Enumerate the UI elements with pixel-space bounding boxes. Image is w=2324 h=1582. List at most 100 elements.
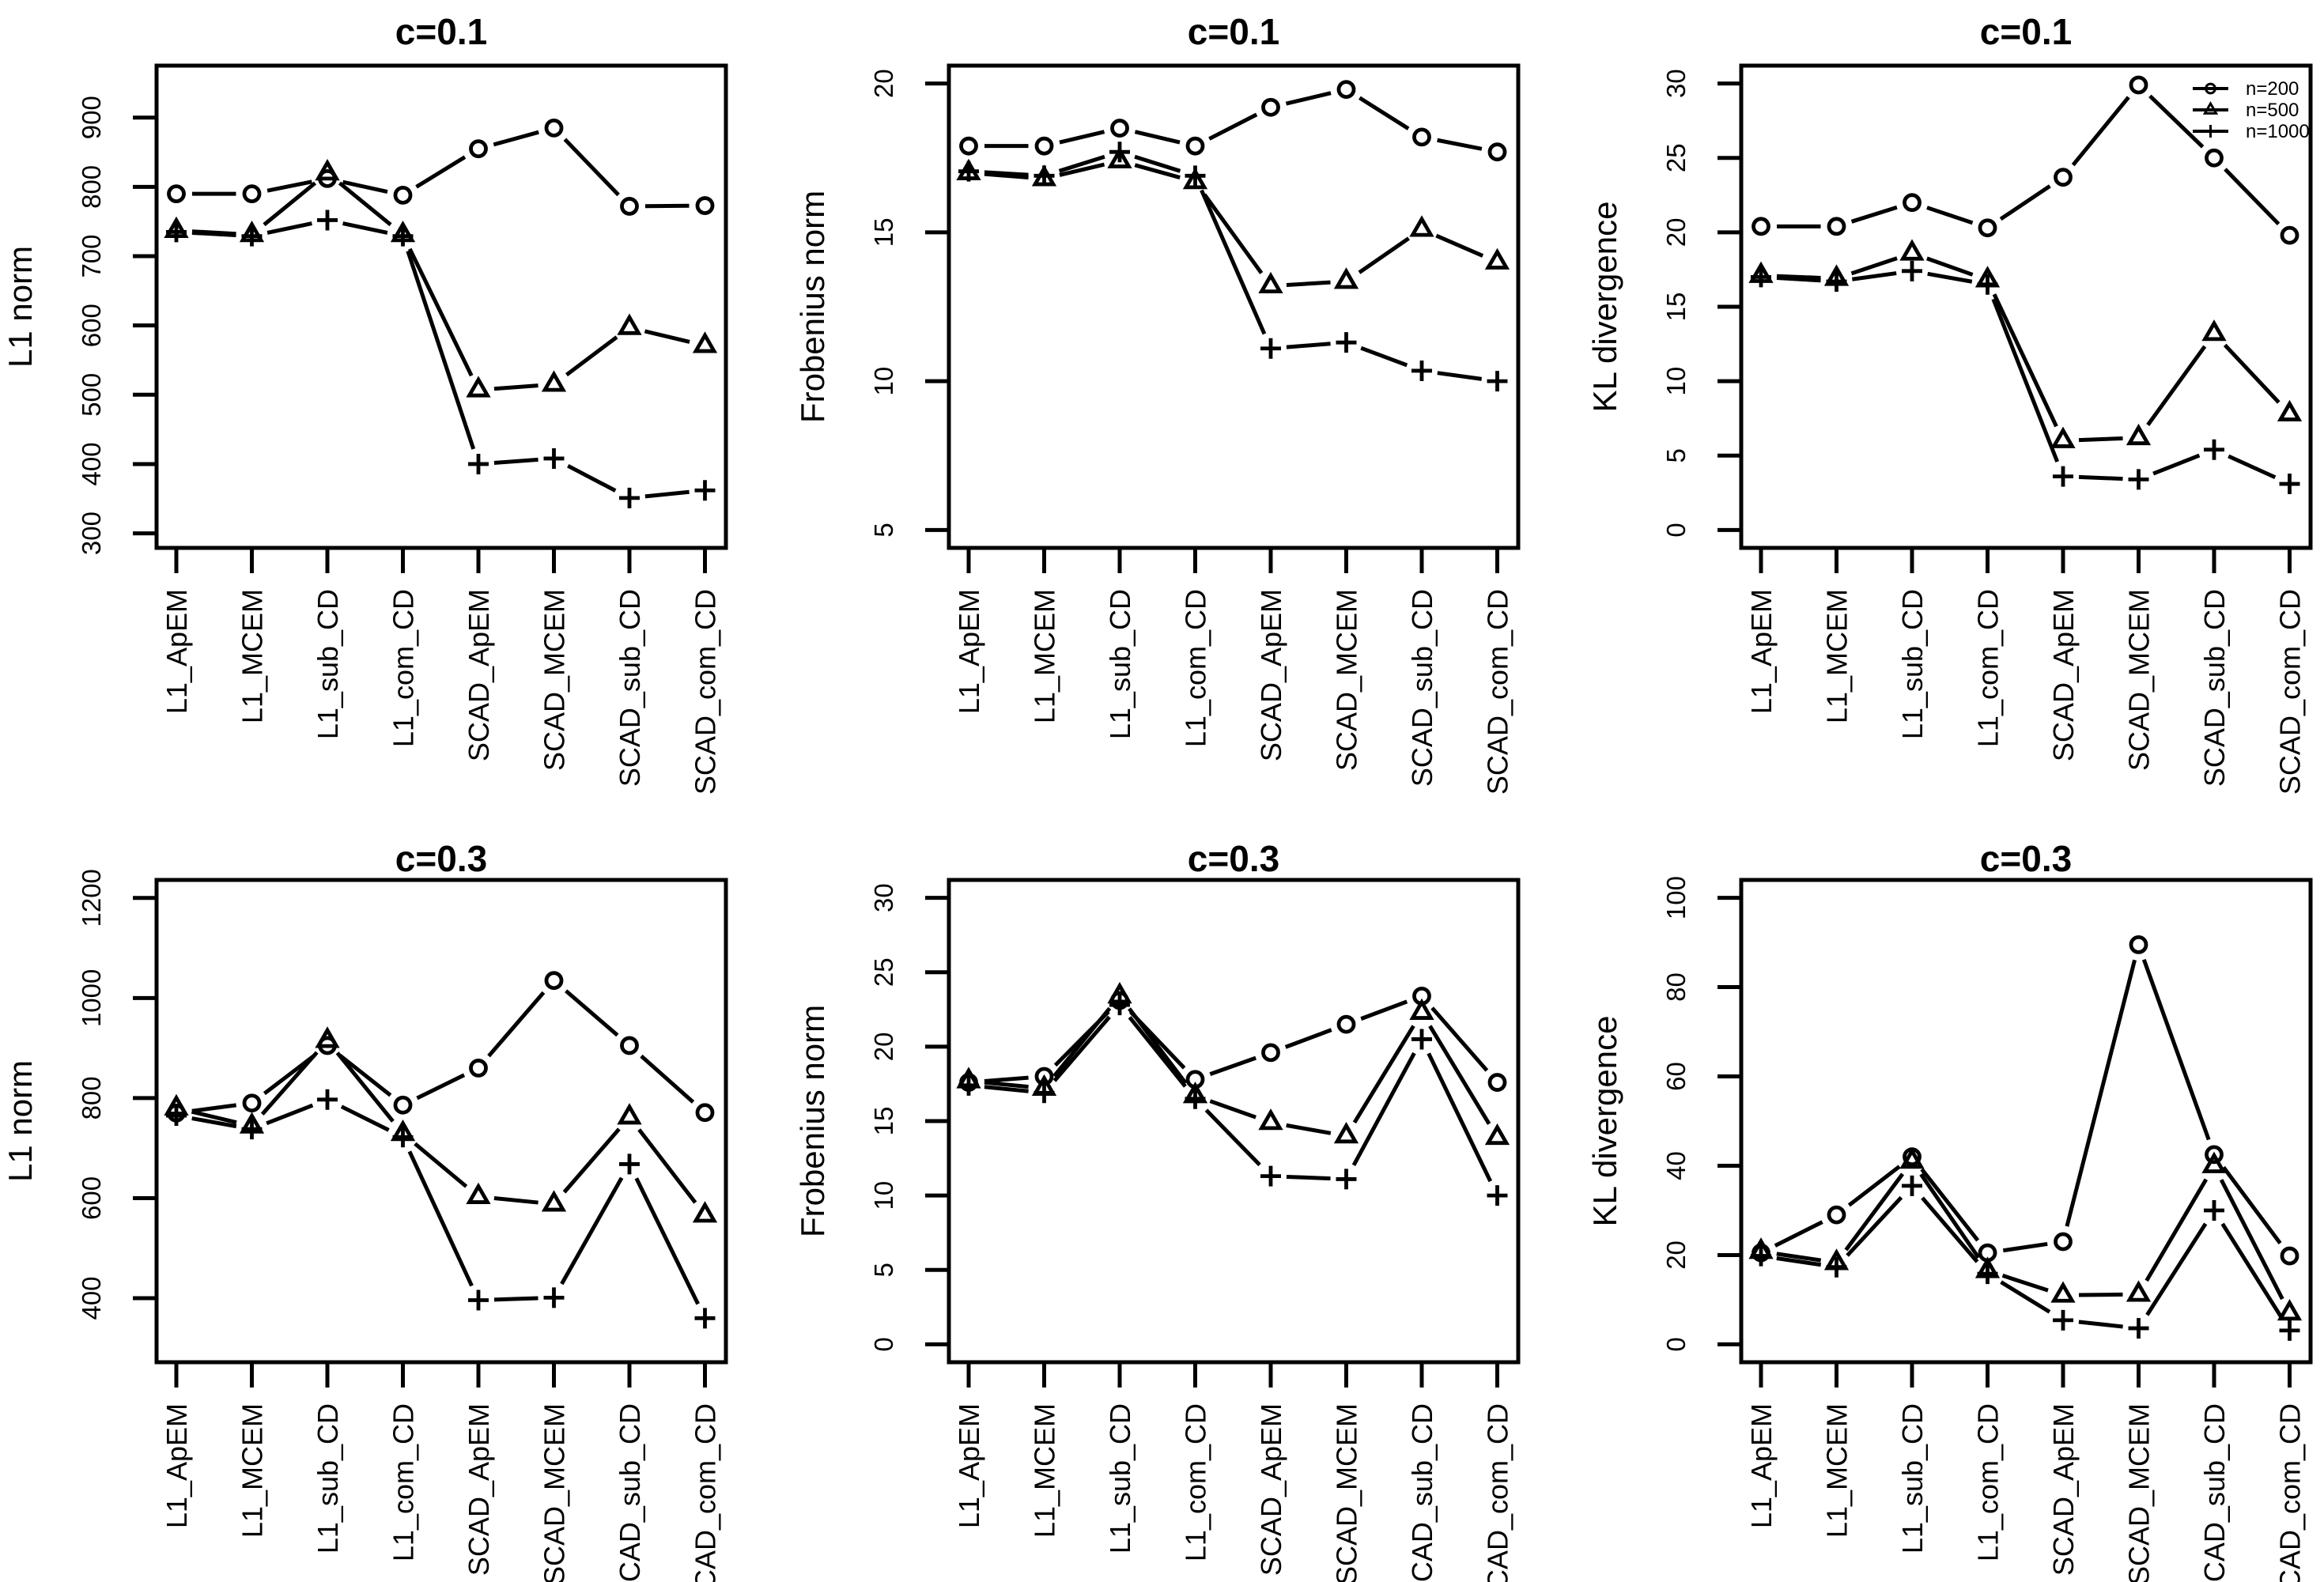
series-segment: [1286, 342, 1331, 349]
y-axis-label: L1 norm: [2, 246, 39, 368]
triangle-marker: [1409, 998, 1434, 1020]
panel-kl-divergence-c0.1: c=0.1 0 5 10 15 20 25 30 KL divergence L1_ApEM L1_…: [1586, 11, 2313, 795]
y-tick-label: 1200: [77, 869, 106, 927]
plus-marker: [2279, 1320, 2300, 1341]
y-tick-label: 20: [1661, 1240, 1691, 1270]
x-tick-label: L1_ApEM: [953, 589, 985, 714]
series-segment: [1437, 371, 1483, 381]
series-segment: [1926, 206, 1974, 225]
series-segment: [1844, 1172, 1905, 1252]
series-segment: [1919, 1172, 1981, 1259]
series-segment: [2141, 958, 2211, 1141]
triangle-marker: [1182, 168, 1208, 190]
y-tick-label: 300: [77, 512, 106, 555]
x-tick-label: L1_ApEM: [161, 1403, 193, 1528]
x-tick-label: L1_MCEM: [236, 589, 269, 723]
plus-marker: [1260, 338, 1281, 359]
series-segment: [1059, 162, 1105, 177]
panel-l1-norm-c0.1: c=0.1 300 400 500 600 700 800 900 L1 norm L1_ApEM…: [2, 11, 728, 795]
triangle-marker: [1899, 239, 1925, 261]
series-n200: [959, 80, 1507, 162]
series-segment: [984, 1080, 1029, 1089]
y-tick-label: 0: [1661, 1337, 1691, 1351]
series-segment: [1850, 256, 1898, 276]
y-tick-label: 700: [77, 234, 106, 278]
series-segment: [1921, 1196, 1979, 1263]
y-tick-label: 0: [869, 1337, 898, 1351]
plus-marker: [1336, 1169, 1357, 1190]
series-n500: [1748, 1147, 2303, 1321]
series-segment: [567, 463, 617, 493]
series-segment: [563, 138, 620, 197]
y-tick-label: 0: [1661, 523, 1691, 537]
series-segment: [338, 1053, 392, 1097]
series-segment: [1850, 205, 1898, 224]
circle-marker: [2205, 148, 2224, 168]
series-segment: [1058, 154, 1105, 173]
triangle-marker: [2126, 1280, 2152, 1302]
panel-title: c=0.1: [1188, 11, 1279, 52]
y-tick-label: 25: [1661, 143, 1691, 172]
series-segment: [2145, 1178, 2209, 1282]
circle-marker: [2280, 225, 2299, 245]
series-segment: [565, 335, 618, 377]
x-tick-label: L1_MCEM: [1029, 589, 1061, 723]
plus-marker: [392, 225, 414, 247]
plus-marker: [1977, 274, 1998, 295]
series-segment: [2071, 96, 2130, 167]
series-segment: [1134, 163, 1181, 179]
series-segment: [2078, 474, 2123, 481]
x-tick-label: L1_ApEM: [1745, 589, 1778, 714]
triangle-marker: [2277, 399, 2303, 421]
x-tick-label: SCAD_sub_CD: [614, 1403, 646, 1582]
x-tick-label: SCAD_sub_CD: [614, 589, 646, 787]
series-segment: [2148, 94, 2205, 149]
series-segment: [266, 179, 312, 193]
x-tick-label: SCAD_com_CD: [690, 589, 722, 795]
panel-title: c=0.3: [1980, 838, 2072, 879]
plus-marker: [1185, 1088, 1206, 1109]
circle-marker: [2280, 1246, 2299, 1266]
y-tick-label: 900: [77, 96, 106, 139]
plus-marker: [1109, 142, 1130, 163]
series-n500: [1748, 239, 2303, 448]
y-tick-label: 400: [77, 1276, 106, 1320]
triangle-marker: [692, 1201, 718, 1223]
circle-marker: [544, 118, 564, 138]
x-tick-label: SCAD_com_CD: [1482, 589, 1514, 795]
plus-marker: [317, 1089, 338, 1110]
series-segment: [2078, 1320, 2123, 1329]
y-axis-label: Frobenius norm: [794, 191, 831, 423]
triangle-marker: [315, 159, 340, 181]
series-segment: [1360, 345, 1408, 368]
series-segment: [1776, 1256, 1822, 1267]
triangle-marker: [617, 1103, 642, 1125]
triangle-marker: [2050, 426, 2076, 448]
series-segment: [493, 457, 538, 465]
plus-marker: [1034, 165, 1055, 187]
x-tick-label: L1_sub_CD: [1896, 589, 1929, 739]
x-tick-label: L1_ApEM: [161, 589, 193, 714]
series-segment: [1286, 1123, 1332, 1135]
series-segment: [644, 329, 690, 344]
y-tick-label: 500: [77, 373, 106, 417]
circle-marker: [1487, 142, 1507, 162]
series-segment: [414, 1142, 468, 1188]
series-segment: [1134, 154, 1181, 173]
circle-marker: [1752, 217, 1770, 236]
plus-marker: [1260, 1165, 1281, 1187]
plus-marker: [543, 447, 565, 469]
series-segment: [415, 155, 467, 189]
series-segment: [1209, 1099, 1256, 1119]
plus-marker: [1487, 1185, 1508, 1206]
plus-marker: [1109, 995, 1130, 1016]
series-segment: [191, 1116, 237, 1129]
series-segment: [637, 1128, 697, 1204]
y-tick-label: 30: [869, 883, 898, 912]
plus-marker: [317, 210, 338, 231]
series-segment: [408, 247, 474, 377]
series-segment: [1284, 1028, 1332, 1049]
x-tick-label: L1_MCEM: [1029, 1403, 1061, 1538]
